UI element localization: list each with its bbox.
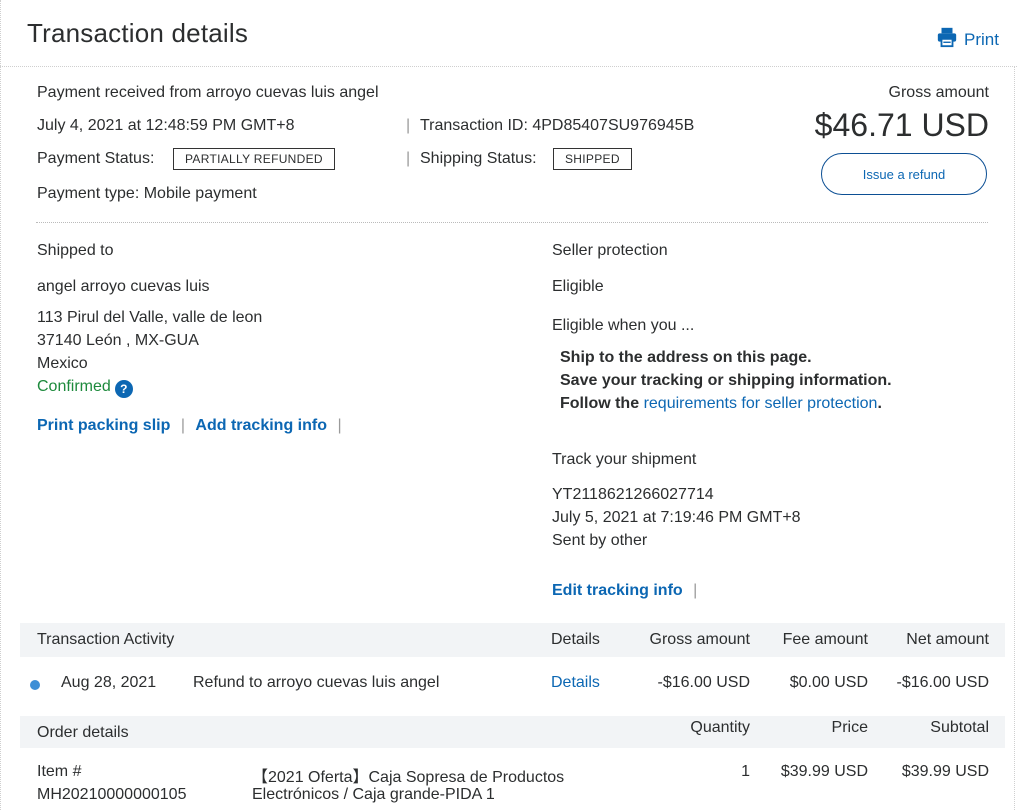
tracking-actions: Edit tracking info | [552,582,697,600]
track-shipment-heading: Track your shipment [552,451,697,468]
col-net-amount: Net amount [906,631,989,648]
recipient-name: angel arroyo cuevas luis [37,278,210,295]
print-label: Print [964,29,999,49]
section-divider [36,222,988,223]
item-price: $39.99 USD [780,763,868,780]
order-header-band [20,716,1005,748]
col-fee-amount: Fee amount [782,631,868,648]
address-country: Mexico [37,355,88,372]
separator: | [406,117,411,134]
frame-right-border [1014,66,1015,810]
col-subtotal: Subtotal [930,719,989,736]
order-heading: Order details [37,724,129,741]
col-price: Price [831,719,868,736]
activity-description: Refund to arroyo cuevas luis angel [193,674,440,691]
frame-left-border [0,0,1,810]
print-packing-slip-link[interactable]: Print packing slip [37,417,171,434]
separator: | [406,150,411,167]
payment-status-badge: PARTIALLY REFUNDED [173,148,335,170]
seller-protection-requirements-link[interactable]: requirements for seller protection [643,395,878,412]
page-title: Transaction details [27,18,249,48]
item-name-line-2: Electrónicos / Caja grande-PIDA 1 [252,786,495,803]
edit-tracking-info-link[interactable]: Edit tracking info [552,582,683,599]
col-details: Details [551,631,600,648]
help-icon[interactable]: ? [114,380,133,398]
header-divider [0,66,1017,67]
activity-gross: -$16.00 USD [657,674,751,691]
shipping-actions: Print packing slip | Add tracking info | [37,417,342,435]
activity-net: -$16.00 USD [896,674,990,691]
item-quantity: 1 [741,763,750,780]
requirement-3-suffix: . [877,395,882,412]
printer-icon [936,26,958,53]
address-line-2: 37140 León , MX-GUA [37,332,199,349]
activity-details-link[interactable]: Details [551,674,600,691]
payment-received-text: Payment received from arroyo cuevas luis… [37,84,379,101]
requirement-2: Save your tracking or shipping informati… [560,372,892,389]
activity-status-dot [30,680,40,690]
item-name-line-1: 【2021 Oferta】Caja Sopresa de Productos [252,769,565,786]
payment-status-label: Payment Status: [37,150,155,167]
eligible-when-text: Eligible when you ... [552,317,695,334]
activity-date: Aug 28, 2021 [61,674,157,691]
gross-amount-label: Gross amount [888,84,989,101]
tracking-date: July 5, 2021 at 7:19:46 PM GMT+8 [552,509,801,526]
transaction-id: Transaction ID: 4PD85407SU976945B [420,117,695,134]
confirmed-status: Confirmed [37,378,111,395]
sent-by: Sent by other [552,532,648,549]
print-button[interactable]: Print [936,26,999,53]
address-status: Confirmed? [37,378,133,398]
activity-header-band [20,623,1005,657]
col-gross-amount: Gross amount [649,631,750,648]
shipped-to-heading: Shipped to [37,242,114,259]
issue-refund-button[interactable]: Issue a refund [821,153,987,195]
gross-amount-value: $46.71 USD [814,107,989,143]
separator: | [180,417,185,434]
seller-protection-status: Eligible [552,278,604,295]
shipping-status-badge: SHIPPED [553,148,632,170]
address-line-1: 113 Pirul del Valle, valle de leon [37,309,263,326]
col-quantity: Quantity [690,719,750,736]
separator: | [337,417,342,434]
activity-fee: $0.00 USD [789,674,868,691]
activity-heading: Transaction Activity [37,631,175,648]
shipping-status-label: Shipping Status: [420,150,537,167]
requirement-3: Follow the requirements for seller prote… [560,395,882,413]
item-number: MH20210000000105 [37,786,187,803]
requirement-3-prefix: Follow the [560,395,640,412]
requirement-1: Ship to the address on this page. [560,349,812,366]
item-label: Item # [37,763,82,780]
separator: | [693,582,698,599]
seller-protection-heading: Seller protection [552,242,668,259]
transaction-date: July 4, 2021 at 12:48:59 PM GMT+8 [37,117,295,134]
payment-type: Payment type: Mobile payment [37,185,257,202]
item-subtotal: $39.99 USD [901,763,989,780]
add-tracking-info-link[interactable]: Add tracking info [195,417,327,434]
tracking-number: YT2118621266027714 [552,486,714,503]
